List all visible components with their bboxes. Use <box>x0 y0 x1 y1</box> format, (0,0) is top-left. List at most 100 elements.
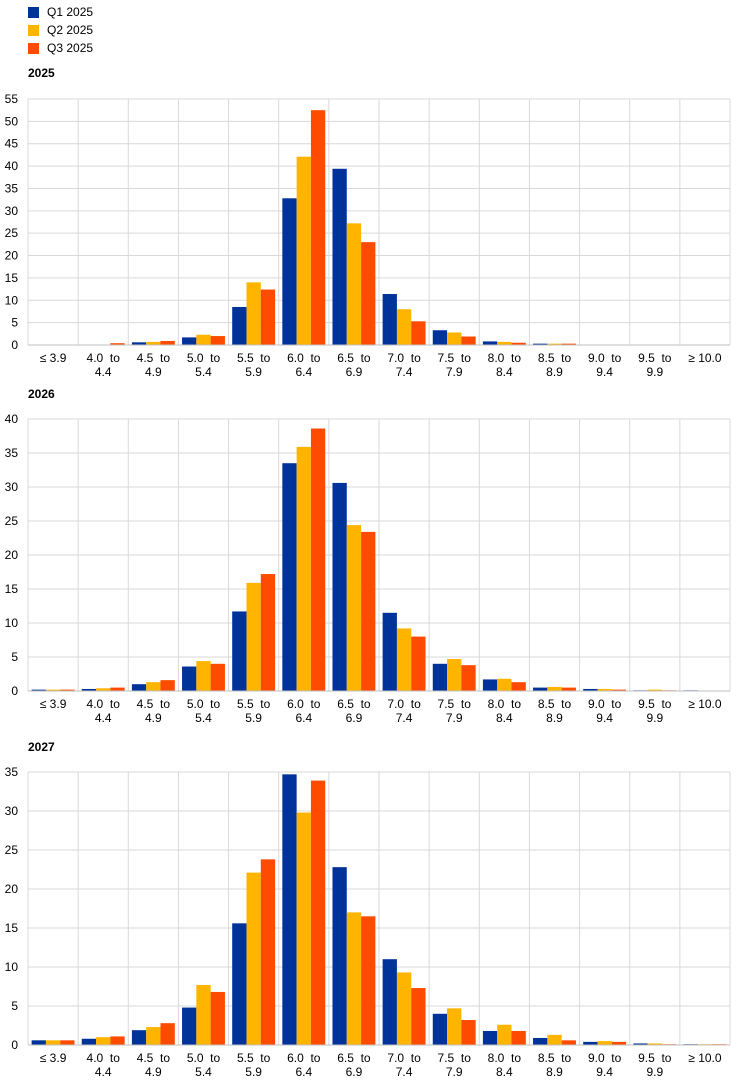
panel-2025-bar-q1-2025-cat-2 <box>131 342 147 345</box>
panel-2025-ytick-label-25: 25 <box>5 226 19 240</box>
panel-2026-xtick-label-11-line-1: 9.4 <box>596 711 613 725</box>
panel-2026-bar-q3-2025-cat-11 <box>611 689 627 691</box>
panel-2026-xtick-label-7-line-0: 7.0 to <box>387 697 421 711</box>
panel-2025-ytick-label-10: 10 <box>5 293 19 307</box>
chart-legend: Q1 2025 Q2 2025 Q3 2025 <box>28 3 93 57</box>
panel-2027-xtick-label-13-line-0: ≥ 10.0 <box>688 1051 722 1065</box>
panel-2026-xtick-label-5-line-0: 6.0 to <box>287 697 321 711</box>
panel-2027-xtick-label-1-line-1: 4.4 <box>95 1065 112 1079</box>
panel-2026-ytick-label-15: 15 <box>5 582 19 596</box>
panel-2026-bar-q2-2025-cat-9 <box>497 678 512 691</box>
panel-2025-xtick-label-2-line-0: 4.5 to <box>137 351 171 365</box>
panel-2025-ytick-label-15: 15 <box>5 271 19 285</box>
panel-2026-bar-q1-2025-cat-8 <box>432 663 448 691</box>
panel-2025-ytick-label-40: 40 <box>5 159 19 173</box>
panel-2025-bar-q3-2025-cat-5 <box>310 110 326 345</box>
panel-2027-xtick-label-11-line-1: 9.4 <box>596 1065 613 1079</box>
panel-2027-bar-q3-2025-cat-9 <box>511 1030 526 1045</box>
panel-2026-ytick-label-25: 25 <box>5 514 19 528</box>
panel-2027-ytick-label-10: 10 <box>5 960 19 974</box>
panel-2026-xtick-label-2-line-0: 4.5 to <box>137 697 171 711</box>
panel-2026-ytick-label-35: 35 <box>5 446 19 460</box>
panel-2027-bar-q2-2025-cat-3 <box>196 984 211 1045</box>
panel-2027-bar-q2-2025-cat-2 <box>146 1027 161 1045</box>
panel-2026-xtick-label-8-line-1: 7.9 <box>446 711 463 725</box>
panel-2027-bar-q1-2025-cat-2 <box>131 1030 147 1045</box>
panel-2027-ytick-label-25: 25 <box>5 843 19 857</box>
panel-2026-bar-q2-2025-cat-5 <box>296 446 311 691</box>
panel-2026-bar-q2-2025-cat-6 <box>346 525 362 691</box>
panel-2027-bar-q3-2025-cat-2 <box>160 1023 175 1045</box>
legend-item-q1: Q1 2025 <box>28 3 93 21</box>
panel-2027-xtick-label-3-line-1: 5.4 <box>195 1065 212 1079</box>
panel-2027-bar-q3-2025-cat-5 <box>310 780 326 1045</box>
panel-2027-bar-q3-2025-cat-3 <box>210 991 225 1045</box>
legend-swatch-q1 <box>28 6 39 18</box>
panel-2027-xtick-label-3-line-0: 5.0 to <box>187 1051 221 1065</box>
legend-label-q2: Q2 2025 <box>47 23 94 37</box>
panel-2026-ytick-label-30: 30 <box>5 480 19 494</box>
panel-2025-bar-q1-2025-cat-9 <box>482 341 498 345</box>
panel-2025-ytick-label-50: 50 <box>5 114 19 128</box>
panel-2026-bar-q2-2025-cat-4 <box>246 582 261 691</box>
panel-2027-bar-q1-2025-cat-9 <box>482 1030 498 1045</box>
panel-2027-bar-q3-2025-cat-10 <box>561 1040 576 1045</box>
panel-2025-bar-q2-2025-cat-4 <box>246 282 261 345</box>
panel-2027-bar-q2-2025-cat-12 <box>647 1043 662 1045</box>
panel-2026-bar-q3-2025-cat-3 <box>210 663 225 691</box>
panel-2025-ytick-label-30: 30 <box>5 204 19 218</box>
panel-2026-xtick-label-0-line-0: ≤ 3.9 <box>40 697 67 711</box>
panel-2026-xtick-label-10-line-0: 8.5 to <box>538 697 572 711</box>
panel-2025-bar-q1-2025-cat-4 <box>232 306 247 345</box>
panel-2026-bar-q2-2025-cat-2 <box>146 682 161 691</box>
panel-2026-bar-q3-2025-cat-9 <box>511 682 526 691</box>
panel-2025-xtick-label-5-line-0: 6.0 to <box>287 351 321 365</box>
panel-2026-xtick-label-4-line-1: 5.9 <box>245 711 262 725</box>
legend-label-q1: Q1 2025 <box>47 5 94 19</box>
panel-2027-bar-q2-2025-cat-6 <box>346 912 362 1045</box>
panel-2027-xtick-label-12-line-0: 9.5 to <box>638 1051 672 1065</box>
panel-2027-ytick-label-5: 5 <box>11 999 18 1013</box>
panel-2027-xtick-label-8-line-0: 7.5 to <box>438 1051 472 1065</box>
legend-item-q2: Q2 2025 <box>28 21 93 39</box>
panel-2027-bar-q3-2025-cat-4 <box>260 859 276 1045</box>
panel-2027-xtick-label-7-line-0: 7.0 to <box>387 1051 421 1065</box>
panel-2026-ytick-label-0: 0 <box>11 684 18 698</box>
panel-2025-ytick-label-5: 5 <box>11 316 18 330</box>
panel-2025-bar-q2-2025-cat-2 <box>146 341 161 345</box>
panel-2027-xtick-label-9-line-0: 8.0 to <box>488 1051 522 1065</box>
panel-2026-xtick-label-2-line-1: 4.9 <box>145 711 162 725</box>
panel-2027-ytick-label-0: 0 <box>11 1038 18 1052</box>
panel-2026-xtick-label-4-line-0: 5.5 to <box>237 697 271 711</box>
panel-2026-bar-q1-2025-cat-3 <box>182 666 197 691</box>
panel-2025-xtick-label-6-line-1: 6.9 <box>346 365 363 379</box>
panel-title-2027: 2027 <box>28 740 55 754</box>
panel-2025-bar-q1-2025-cat-3 <box>182 337 197 345</box>
panel-2026-bar-q2-2025-cat-3 <box>196 661 211 691</box>
panel-2027-bar-q2-2025-cat-7 <box>396 972 412 1045</box>
panel-2025-bar-q2-2025-cat-7 <box>396 309 412 345</box>
panel-2027-ytick-label-15: 15 <box>5 921 19 935</box>
panel-2025-xtick-label-5-line-1: 6.4 <box>295 365 312 379</box>
panel-2025-xtick-label-7-line-1: 7.4 <box>396 365 413 379</box>
panel-2027-xtick-label-6-line-1: 6.9 <box>346 1065 363 1079</box>
panel-2027-bar-q1-2025-cat-7 <box>382 959 397 1045</box>
panel-2025-bar-q2-2025-cat-5 <box>296 156 311 345</box>
panel-2026-xtick-label-1-line-1: 4.4 <box>95 711 112 725</box>
panel-2026-bar-q3-2025-cat-10 <box>561 687 576 691</box>
panel-2025-xtick-label-10-line-1: 8.9 <box>546 365 563 379</box>
panel-2026-xtick-label-10-line-1: 8.9 <box>546 711 563 725</box>
panel-2025-bar-q2-2025-cat-3 <box>196 334 211 345</box>
panel-2027-bar-q1-2025-cat-5 <box>282 774 297 1045</box>
panel-2025-xtick-label-11-line-1: 9.4 <box>596 365 613 379</box>
panel-2027-xtick-label-10-line-1: 8.9 <box>546 1065 563 1079</box>
panel-2027-xtick-label-11-line-0: 9.0 to <box>588 1051 622 1065</box>
panel-2027-ytick-label-35: 35 <box>5 765 19 779</box>
panel-2027-xtick-label-12-line-1: 9.9 <box>646 1065 663 1079</box>
panel-2025-bar-q3-2025-cat-1 <box>110 343 125 345</box>
panel-2027-bar-q2-2025-cat-8 <box>447 1008 462 1045</box>
panel-2025-bar-q3-2025-cat-3 <box>210 336 225 345</box>
panel-2027-bar-q3-2025-cat-6 <box>361 916 376 1045</box>
panel-2026-xtick-label-6-line-0: 6.5 to <box>337 697 371 711</box>
panel-2025-xtick-label-1-line-0: 4.0 to <box>87 351 121 365</box>
